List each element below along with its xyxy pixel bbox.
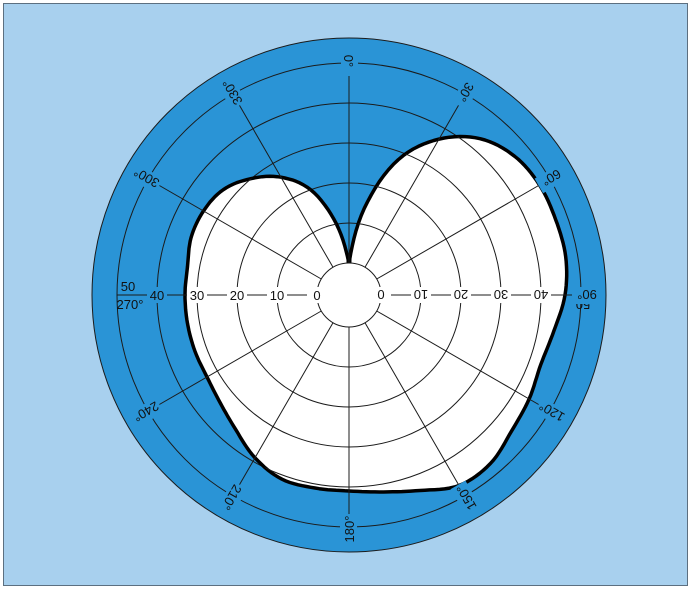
angle-label-bg-180 — [340, 514, 357, 544]
spoke-150 — [364, 322, 466, 497]
right-label-bg-40 — [531, 287, 551, 303]
right-label-bg-10 — [411, 287, 431, 303]
left-radial-label-10: 10 — [270, 288, 284, 303]
spoke-210 — [232, 322, 334, 497]
left-radial-label-30: 30 — [190, 288, 204, 303]
right-radial-label-30: 30 — [494, 287, 508, 302]
spoke-300 — [147, 178, 322, 280]
angle-label-0: 0° — [341, 55, 356, 67]
left-label-bg-20 — [227, 287, 247, 303]
angle-label-bg-150 — [450, 480, 481, 516]
right-radial-label-40: 40 — [534, 287, 548, 302]
spoke-30 — [364, 93, 466, 268]
spoke-120 — [376, 310, 551, 412]
angle-label-180: 180° — [342, 516, 357, 543]
angle-spokes — [147, 63, 551, 527]
angle-label-group-90: 90° — [572, 287, 602, 304]
right-radial-label-20: 20 — [454, 287, 468, 302]
angle-label-270: 270° — [117, 297, 144, 312]
left-label-bg-40 — [147, 287, 167, 303]
left-radial-label-50: 50 — [121, 279, 135, 294]
right-label-bg-20 — [451, 287, 471, 303]
angle-label-bg-60 — [534, 163, 570, 194]
angle-label-group-180: 180° — [340, 514, 357, 544]
left-label-bg-30 — [187, 287, 207, 303]
angle-label-bg-210 — [217, 480, 248, 516]
angle-label-bg-30 — [451, 75, 482, 110]
left-radial-label-0: 0 — [313, 288, 320, 303]
right-label-bg-0 — [371, 287, 391, 303]
angle-label-bg-330 — [216, 75, 247, 110]
angle-label-bg-120 — [534, 397, 569, 428]
diagram-frame: 40 30 20 10 0 0 10 20 30 40 50 0° 30° 60° 90° 120° 150°… — [3, 3, 688, 586]
right-radial-label-0: 0 — [377, 287, 384, 302]
spoke-240 — [147, 310, 322, 412]
right-radial-label-10: 10 — [414, 287, 428, 302]
spoke-60 — [376, 178, 551, 280]
angle-label-90: 90° — [577, 287, 597, 302]
spoke-330 — [232, 93, 334, 268]
angle-label-group-0: 0° — [341, 46, 358, 76]
angle-label-bg-90 — [572, 287, 602, 304]
angle-label-bg-300 — [128, 163, 164, 194]
left-label-bg-0 — [307, 287, 327, 303]
left-radial-label-20: 20 — [230, 288, 244, 303]
angle-label-bg-0 — [341, 46, 358, 76]
left-label-bg-10 — [267, 287, 287, 303]
angle-label-bg-240 — [129, 397, 164, 428]
right-label-bg-30 — [491, 287, 511, 303]
left-radial-label-40: 40 — [150, 288, 164, 303]
